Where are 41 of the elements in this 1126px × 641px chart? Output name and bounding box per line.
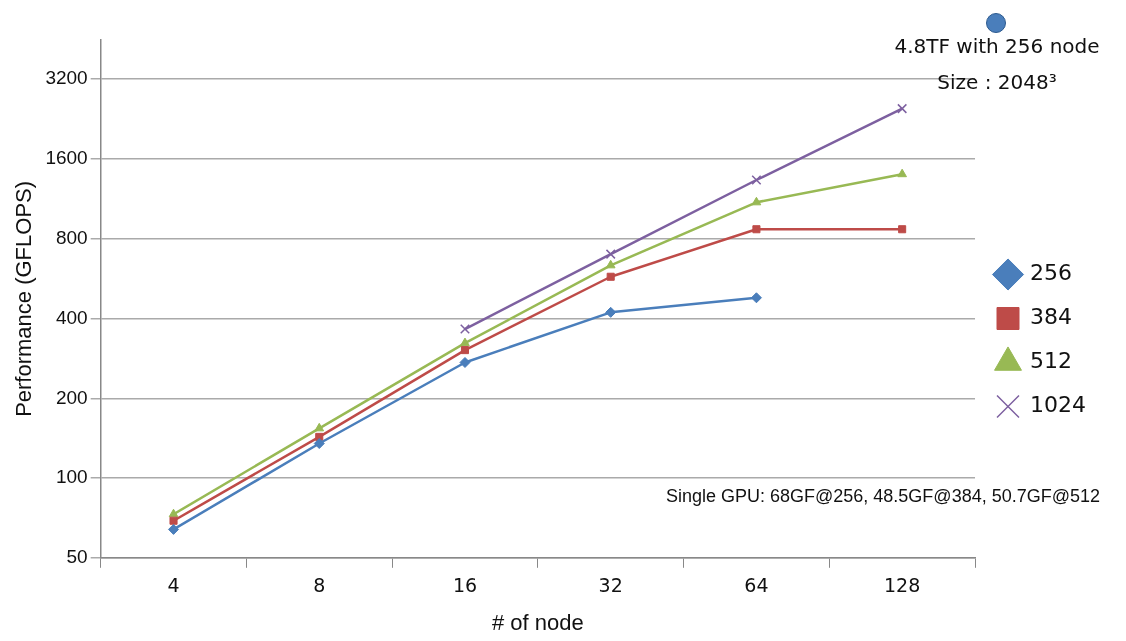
y-tick-label: 100 (55, 466, 88, 488)
point (751, 175, 762, 185)
point (605, 259, 616, 269)
y-tick-label: 1600 (45, 147, 88, 169)
point (313, 438, 325, 450)
point (460, 346, 470, 355)
point (897, 168, 907, 178)
y-tick-label: 50 (66, 546, 88, 568)
x-tick-label: 128 (884, 574, 921, 597)
y-axis-title: Performance (GFLOPS) (11, 180, 37, 417)
legend-label: 1024 (1030, 392, 1087, 418)
point (751, 196, 762, 206)
y-tick-label: 3200 (45, 67, 88, 89)
y-tick-label: 400 (55, 306, 88, 328)
x-tick-label: 4 (167, 574, 180, 597)
point (168, 508, 179, 518)
x-tick-label: 16 (452, 574, 478, 597)
y-tick-label: 200 (55, 386, 88, 408)
point (460, 337, 470, 347)
annotation: Size : 2048³ (937, 70, 1057, 95)
x-tick-label: 32 (598, 574, 623, 597)
x-tick-label: 8 (313, 574, 326, 597)
legend-label: 384 (1030, 304, 1073, 330)
legend-label: 256 (1030, 260, 1073, 286)
point (752, 225, 761, 234)
annotation: 4.8TF with 256 node (894, 34, 1100, 59)
point (897, 103, 908, 114)
point (314, 422, 325, 432)
legend-label: 512 (1030, 348, 1073, 374)
point (605, 249, 616, 260)
point (898, 225, 907, 234)
point (169, 516, 178, 525)
point (459, 324, 470, 335)
annotation: Single GPU: 68GF@256, 48.5GF@384, 50.7GF@512 (665, 485, 1101, 506)
y-tick-label: 800 (55, 226, 88, 248)
point (605, 306, 617, 318)
point (459, 356, 471, 368)
point (606, 272, 615, 281)
x-axis-title: # of node (491, 609, 584, 635)
x-tick-label: 64 (744, 574, 769, 597)
point (168, 523, 180, 535)
